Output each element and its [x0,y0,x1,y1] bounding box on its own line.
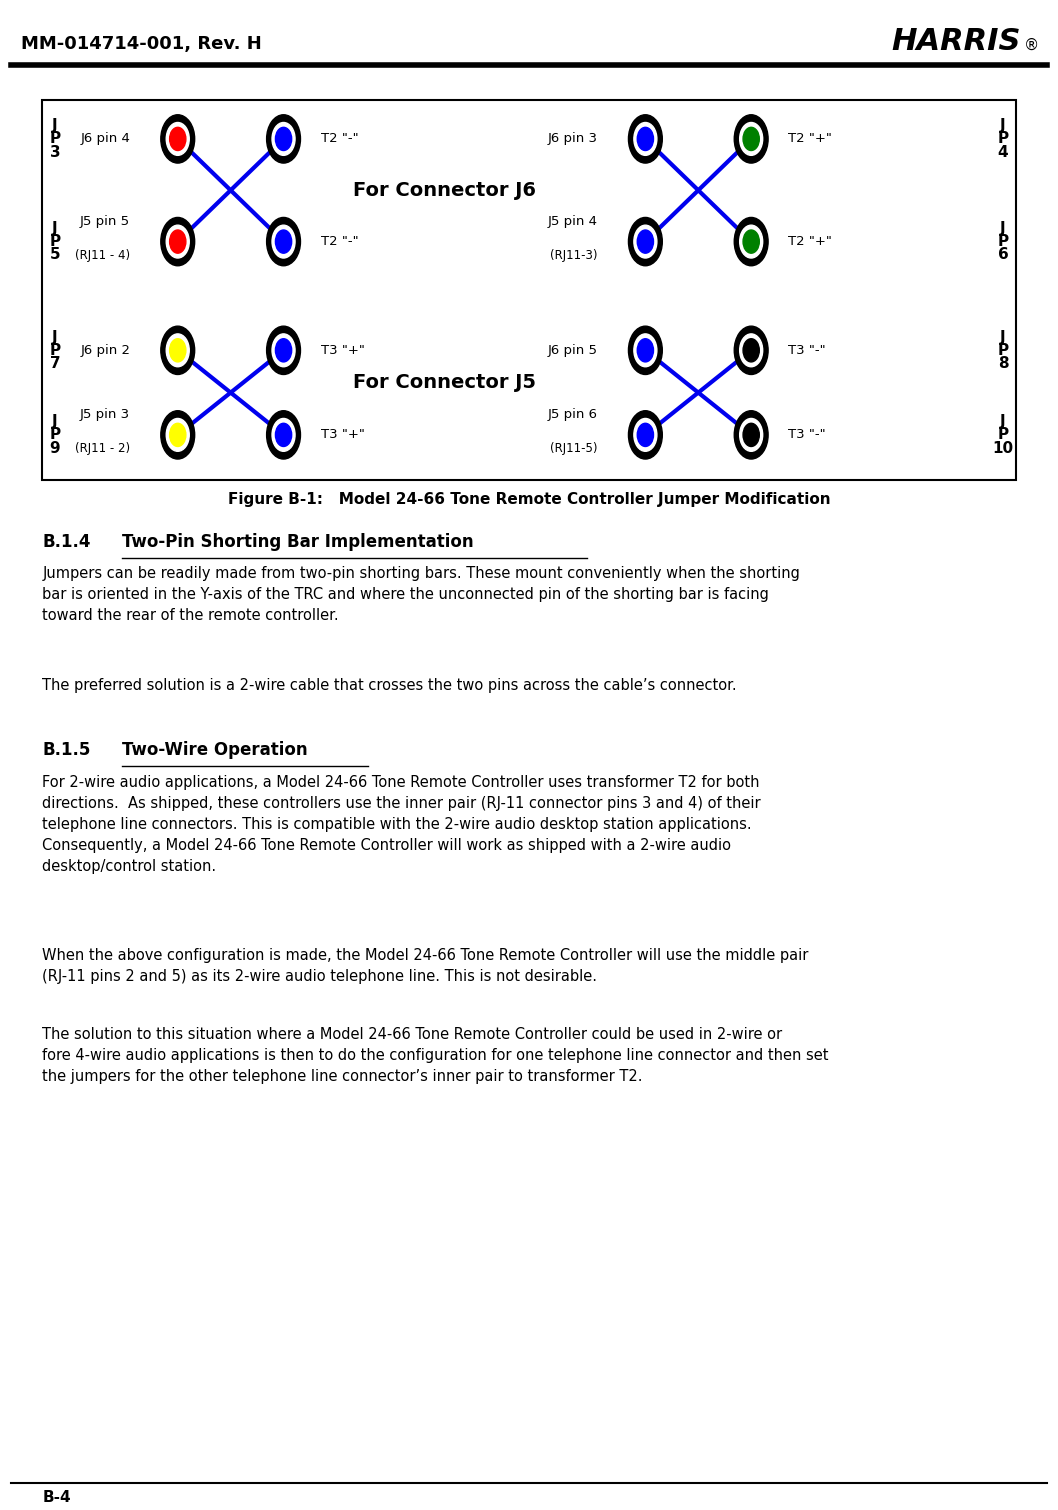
Circle shape [166,225,189,258]
Circle shape [637,423,654,447]
Text: T2 "-": T2 "-" [321,133,359,145]
Text: T3 "+": T3 "+" [321,344,364,356]
Circle shape [740,225,763,258]
Text: J6 pin 5: J6 pin 5 [548,344,598,356]
Circle shape [166,122,189,156]
Circle shape [734,115,768,163]
Circle shape [166,418,189,451]
Circle shape [272,122,295,156]
Circle shape [169,127,186,151]
Circle shape [275,338,292,362]
Circle shape [628,411,662,459]
Text: The solution to this situation where a Model 24-66 Tone Remote Controller could : The solution to this situation where a M… [42,1027,828,1084]
Circle shape [634,225,657,258]
Circle shape [637,127,654,151]
Circle shape [267,411,300,459]
Circle shape [637,230,654,254]
Text: J
P
5: J P 5 [50,220,60,263]
Text: J
P
3: J P 3 [50,118,60,160]
Circle shape [628,326,662,374]
Circle shape [161,326,195,374]
Circle shape [734,411,768,459]
Circle shape [275,230,292,254]
Text: J5 pin 5: J5 pin 5 [80,214,130,228]
Text: T2 "+": T2 "+" [788,236,832,248]
Text: J
P
8: J P 8 [998,329,1008,371]
Text: J6 pin 2: J6 pin 2 [80,344,130,356]
Text: MM-014714-001, Rev. H: MM-014714-001, Rev. H [21,35,262,53]
Circle shape [166,334,189,367]
Text: J
P
4: J P 4 [998,118,1008,160]
Circle shape [734,326,768,374]
Text: J
P
10: J P 10 [992,414,1014,456]
Text: B.1.5: B.1.5 [42,741,91,760]
Circle shape [634,418,657,451]
Circle shape [743,127,760,151]
Text: Figure B-1:   Model 24-66 Tone Remote Controller Jumper Modification: Figure B-1: Model 24-66 Tone Remote Cont… [227,492,831,507]
Text: (RJ11-3): (RJ11-3) [550,249,598,263]
Text: When the above configuration is made, the Model 24-66 Tone Remote Controller wil: When the above configuration is made, th… [42,948,808,985]
Text: ®: ® [1024,38,1039,53]
Circle shape [740,122,763,156]
Circle shape [275,423,292,447]
Text: J6 pin 3: J6 pin 3 [548,133,598,145]
Text: J
P
6: J P 6 [998,220,1008,263]
Text: J5 pin 4: J5 pin 4 [548,214,598,228]
Circle shape [267,326,300,374]
Circle shape [743,230,760,254]
Circle shape [272,334,295,367]
Circle shape [628,217,662,266]
Text: T2 "+": T2 "+" [788,133,832,145]
Text: HARRIS: HARRIS [892,27,1021,56]
Circle shape [169,338,186,362]
Text: The preferred solution is a 2-wire cable that crosses the two pins across the ca: The preferred solution is a 2-wire cable… [42,678,737,693]
Text: T2 "-": T2 "-" [321,236,359,248]
Circle shape [161,217,195,266]
Text: J
P
7: J P 7 [50,329,60,371]
Circle shape [743,338,760,362]
Circle shape [740,334,763,367]
Circle shape [734,217,768,266]
Circle shape [161,115,195,163]
Text: T3 "+": T3 "+" [321,429,364,441]
Text: J6 pin 4: J6 pin 4 [80,133,130,145]
Bar [42,100,1016,480]
Circle shape [275,127,292,151]
Circle shape [169,423,186,447]
Text: B-4: B-4 [42,1490,71,1505]
Circle shape [267,115,300,163]
Circle shape [272,418,295,451]
Text: Jumpers can be readily made from two-pin shorting bars. These mount conveniently: Jumpers can be readily made from two-pin… [42,566,800,624]
Text: J
P
9: J P 9 [50,414,60,456]
Circle shape [634,122,657,156]
Circle shape [267,217,300,266]
Text: (RJ11 - 4): (RJ11 - 4) [75,249,130,263]
Text: (RJ11 - 2): (RJ11 - 2) [75,442,130,456]
Text: For Connector J5: For Connector J5 [353,373,535,391]
Text: T3 "-": T3 "-" [788,344,826,356]
Circle shape [161,411,195,459]
Text: T3 "-": T3 "-" [788,429,826,441]
Text: Two-Wire Operation: Two-Wire Operation [122,741,307,760]
Circle shape [743,423,760,447]
Circle shape [634,334,657,367]
Circle shape [272,225,295,258]
Text: J5 pin 3: J5 pin 3 [80,408,130,421]
Text: J5 pin 6: J5 pin 6 [548,408,598,421]
Circle shape [628,115,662,163]
Text: For Connector J6: For Connector J6 [353,181,535,199]
Text: B.1.4: B.1.4 [42,533,91,551]
Circle shape [637,338,654,362]
Circle shape [169,230,186,254]
Text: Two-Pin Shorting Bar Implementation: Two-Pin Shorting Bar Implementation [122,533,473,551]
Circle shape [740,418,763,451]
Text: For 2-wire audio applications, a Model 24-66 Tone Remote Controller uses transfo: For 2-wire audio applications, a Model 2… [42,775,761,874]
Text: (RJ11-5): (RJ11-5) [550,442,598,456]
